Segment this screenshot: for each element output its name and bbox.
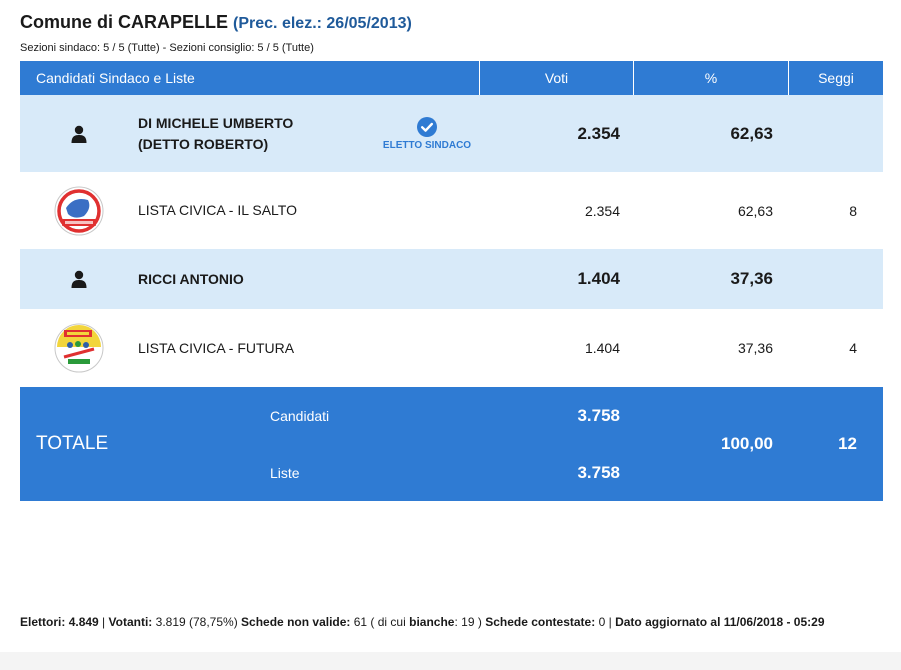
page-title: Comune di CARAPELLE (Prec. elez.: 26/05/…: [20, 12, 412, 33]
voters-label: Votanti:: [108, 615, 153, 629]
list-seats: 8: [849, 202, 857, 219]
person-icon: [20, 270, 138, 288]
totals-seats: 12: [838, 434, 857, 453]
list-percent: 62,63: [737, 202, 773, 219]
elected-badge: ELETTO SINDACO: [374, 116, 480, 151]
invalid-value: 61 ( di cui: [353, 615, 406, 629]
contested-value: 0: [598, 615, 606, 629]
list-percent: 37,36: [737, 340, 773, 356]
electors-value: 4.849: [68, 615, 99, 629]
list-votes: 1.404: [584, 340, 620, 356]
electors-label: Elettori:: [20, 615, 66, 629]
totals-percent: 100,00: [721, 434, 773, 453]
list-seats: 4: [849, 340, 857, 356]
list-votes: 2.354: [584, 202, 620, 219]
previous-election-link[interactable]: (Prec. elez.: 26/05/2013): [233, 15, 412, 32]
list-row: LISTA CIVICA - FUTURA 1.404 37,36 4: [20, 309, 883, 387]
person-icon: [20, 125, 138, 143]
candidate-percent: 62,63: [730, 123, 773, 143]
totals-lists-label: Liste: [270, 464, 300, 481]
bottom-band: [0, 652, 901, 670]
blank-label: bianche: [409, 615, 455, 629]
candidate-row: DI MICHELE UMBERTO (DETTO ROBERTO) ELETT…: [20, 95, 883, 172]
candidate-percent: 37,36: [730, 269, 773, 288]
invalid-label: Schede non valide:: [241, 615, 351, 629]
column-header-candidates: Candidati Sindaco e Liste: [20, 61, 480, 95]
column-header-percent: %: [634, 61, 789, 95]
list-name: LISTA CIVICA - IL SALTO: [138, 202, 297, 218]
totals-candidates-label: Candidati: [270, 407, 330, 424]
contested-label: Schede contestate:: [485, 615, 596, 629]
municipality-name: Comune di CARAPELLE: [20, 12, 229, 32]
candidate-row: RICCI ANTONIO 1.404 37,36: [20, 249, 883, 309]
blank-value: : 19 ): [454, 615, 482, 629]
sections-info: Sezioni sindaco: 5 / 5 (Tutte) - Sezioni…: [20, 42, 314, 54]
column-header-seats: Seggi: [818, 70, 854, 86]
table-header: Candidati Sindaco e Liste Voti % Seggi: [20, 61, 883, 95]
totals-votes: 3.758 3.758: [480, 387, 634, 501]
check-circle-icon: [417, 116, 437, 137]
candidate-votes: 2.354: [577, 123, 620, 143]
totals-sublabels: Candidati Liste: [260, 387, 480, 501]
candidate-name: DI MICHELE UMBERTO (DETTO ROBERTO): [138, 114, 294, 152]
totals-row: TOTALE Candidati Liste 3.758 3.758 100,0…: [20, 387, 883, 501]
candidate-votes: 1.404: [577, 269, 620, 288]
list-name: LISTA CIVICA - FUTURA: [138, 339, 295, 356]
futura-logo: [20, 323, 138, 373]
turnout-summary: Elettori: 4.849 | Votanti: 3.819 (78,75%…: [20, 615, 825, 629]
il-salto-logo: [20, 186, 138, 236]
totals-lists-votes: 3.758: [577, 462, 620, 482]
update-timestamp: Dato aggiornato al 11/06/2018 - 05:29: [615, 615, 825, 629]
results-table: Candidati Sindaco e Liste Voti % Seggi D…: [20, 61, 883, 501]
elected-label: ELETTO SINDACO: [382, 139, 472, 151]
candidate-name: RICCI ANTONIO: [138, 270, 244, 287]
totals-candidates-votes: 3.758: [577, 405, 620, 425]
list-row: LISTA CIVICA - IL SALTO 2.354 62,63 8: [20, 172, 883, 249]
column-header-votes: Voti: [480, 61, 634, 95]
voters-value: 3.819 (78,75%): [155, 615, 238, 629]
totals-label: TOTALE: [36, 433, 109, 454]
